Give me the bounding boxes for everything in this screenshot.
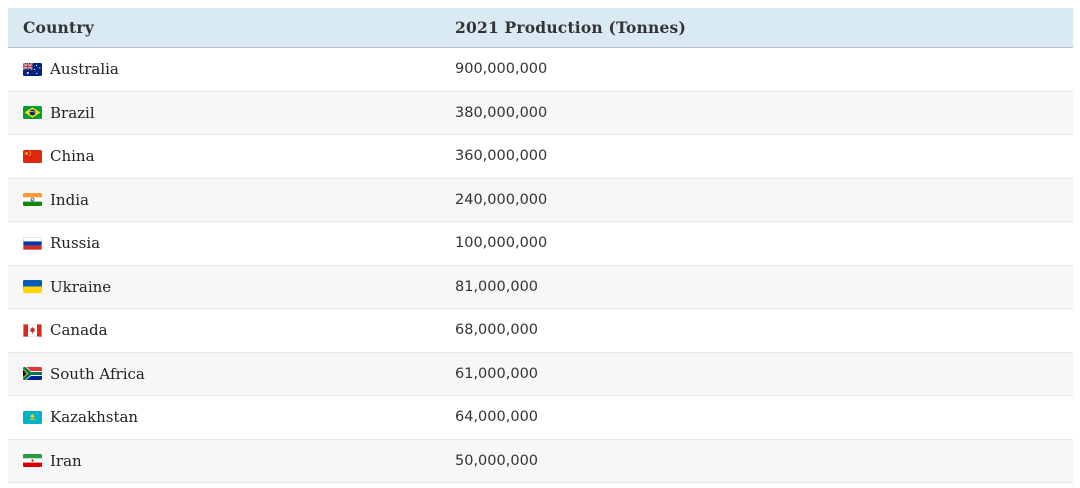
production-cell: 61,000,000 [455,366,1073,382]
country-name: Canada [50,321,108,340]
ukraine-flag-icon [23,280,42,294]
india-flag-icon [23,193,42,207]
country-cell: Iran [8,452,455,470]
country-name: Kazakhstan [50,408,139,427]
production-cell: 81,000,000 [455,279,1073,295]
production-value: 360,000,000 [455,148,548,165]
production-value: 64,000,000 [455,409,539,426]
country-cell: Australia [8,60,455,78]
country-cell: China [8,147,455,165]
production-value: 100,000,000 [455,235,548,252]
production-cell: 50,000,000 [455,453,1073,469]
table-row: Brazil 380,000,000 [8,91,1073,135]
production-value: 380,000,000 [455,104,548,121]
country-cell: Russia [8,234,455,252]
iran-flag-icon [23,454,42,468]
production-value: 240,000,000 [455,191,548,208]
table-row: Russia 100,000,000 [8,222,1073,266]
production-cell: 100,000,000 [455,235,1073,251]
table-row: Canada 68,000,000 [8,309,1073,353]
country-name: South Africa [50,364,145,383]
table-header-row: Country 2021 Production (Tonnes) [8,8,1073,48]
production-value: 81,000,000 [455,278,539,295]
production-value: 50,000,000 [455,452,539,469]
table-row: China 360,000,000 [8,135,1073,179]
column-header-country: Country [8,18,455,37]
country-name: Brazil [50,103,95,122]
country-cell: Canada [8,321,455,339]
production-cell: 64,000,000 [455,409,1073,425]
kazakhstan-flag-icon [23,410,42,424]
country-name: China [50,147,95,166]
production-table: Country 2021 Production (Tonnes) [8,8,1073,483]
canada-flag-icon [23,323,42,337]
table-row: Iran 50,000,000 [8,439,1073,483]
table-row: South Africa 61,000,000 [8,352,1073,396]
country-name: Australia [50,60,119,79]
russia-flag-icon [23,236,42,250]
country-name: Russia [50,234,101,253]
production-cell: 900,000,000 [455,61,1073,77]
country-name: India [50,190,89,209]
brazil-flag-icon [23,106,42,120]
country-cell: South Africa [8,365,455,383]
country-name: Ukraine [50,277,112,296]
table-row: Kazakhstan 64,000,000 [8,396,1073,440]
south-africa-flag-icon [23,367,42,381]
production-value: 900,000,000 [455,61,548,78]
country-cell: Ukraine [8,278,455,296]
production-cell: 380,000,000 [455,105,1073,121]
column-header-country-label: Country [23,18,94,37]
country-cell: Kazakhstan [8,408,455,426]
table-row: Ukraine 81,000,000 [8,265,1073,309]
table-row: Australia 900,000,000 [8,48,1073,92]
australia-flag-icon [23,62,42,76]
country-name: Iran [50,451,82,470]
country-cell: India [8,191,455,209]
production-cell: 360,000,000 [455,148,1073,164]
production-value: 68,000,000 [455,322,539,339]
table-row: India 240,000,000 [8,178,1073,222]
country-cell: Brazil [8,104,455,122]
production-cell: 240,000,000 [455,192,1073,208]
production-cell: 68,000,000 [455,322,1073,338]
china-flag-icon [23,149,42,163]
column-header-production: 2021 Production (Tonnes) [455,18,1073,37]
production-value: 61,000,000 [455,365,539,382]
column-header-production-label: 2021 Production (Tonnes) [455,18,686,37]
